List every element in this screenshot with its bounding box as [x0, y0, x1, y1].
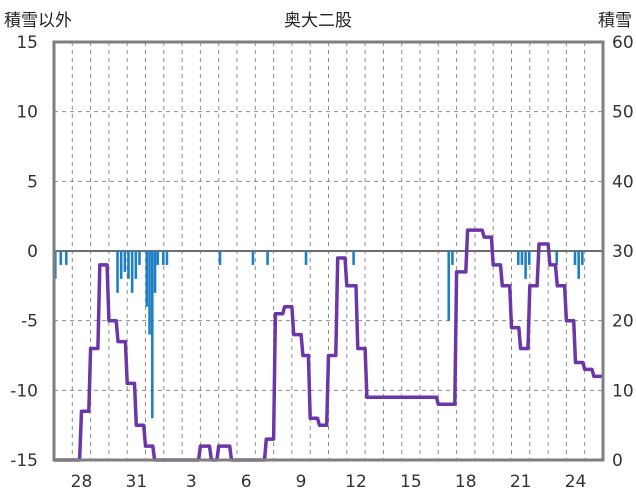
x-tick-label: 6	[241, 472, 252, 492]
left-tick-label: 0	[27, 242, 38, 262]
bar	[161, 251, 165, 265]
right-tick-label: 40	[612, 172, 634, 192]
plot-frame	[52, 40, 605, 462]
left-axis-ticks: 15 10 5 0 -5 -10 -15	[10, 33, 38, 471]
bar	[150, 251, 154, 419]
bar	[451, 251, 454, 265]
bar	[165, 251, 169, 265]
bar	[134, 251, 138, 279]
bar	[156, 251, 160, 265]
x-tick-label: 18	[455, 472, 477, 492]
right-tick-label: 60	[612, 33, 634, 53]
bar	[59, 251, 63, 265]
x-tick-label: 28	[71, 472, 93, 492]
bar	[581, 251, 584, 265]
bar	[64, 251, 68, 265]
left-tick-label: -10	[10, 381, 38, 401]
bar	[251, 251, 255, 265]
left-tick-label: -15	[10, 451, 38, 471]
x-tick-label: 31	[126, 472, 148, 492]
chart-title: 奥大二股	[284, 11, 352, 31]
x-tick-label: 15	[400, 472, 422, 492]
bar	[527, 251, 531, 265]
bar	[218, 251, 222, 265]
right-axis-ticks: 60 50 40 30 20 10 0	[612, 33, 634, 471]
x-tick-label: 21	[510, 472, 532, 492]
right-tick-label: 50	[612, 103, 634, 123]
right-tick-label: 0	[612, 451, 623, 471]
left-tick-label: 5	[27, 172, 38, 192]
bar	[304, 251, 308, 265]
bar	[516, 251, 520, 265]
left-tick-label: -5	[21, 312, 38, 332]
bar	[130, 251, 134, 293]
x-tick-label: 3	[186, 472, 197, 492]
left-tick-label: 15	[16, 33, 38, 53]
bar	[153, 251, 157, 293]
bar	[127, 251, 130, 279]
left-axis-label: 積雪以外	[4, 11, 72, 31]
bar	[577, 251, 580, 279]
bar	[573, 251, 577, 265]
x-tick-label: 24	[565, 472, 587, 492]
right-tick-label: 20	[612, 312, 634, 332]
bar	[145, 251, 149, 307]
bar	[555, 251, 559, 265]
right-axis-label: 積雪	[598, 11, 632, 31]
bar	[524, 251, 527, 279]
x-tick-label: 12	[345, 472, 367, 492]
bar	[352, 251, 355, 265]
bar	[119, 251, 123, 279]
snow-depth-line	[54, 228, 603, 462]
bar	[116, 251, 119, 293]
bar	[447, 251, 451, 321]
right-tick-label: 30	[612, 242, 634, 262]
right-tick-label: 10	[612, 381, 634, 401]
bar	[520, 251, 524, 265]
bar	[138, 251, 141, 265]
bar	[148, 251, 151, 335]
x-tick-label: 9	[296, 472, 307, 492]
left-tick-label: 10	[16, 103, 38, 123]
bar	[266, 251, 269, 265]
x-axis-ticks: 28 31 3 6 9 12 15 18 21 24	[71, 472, 587, 492]
bar	[123, 251, 127, 272]
line-series	[54, 228, 603, 462]
